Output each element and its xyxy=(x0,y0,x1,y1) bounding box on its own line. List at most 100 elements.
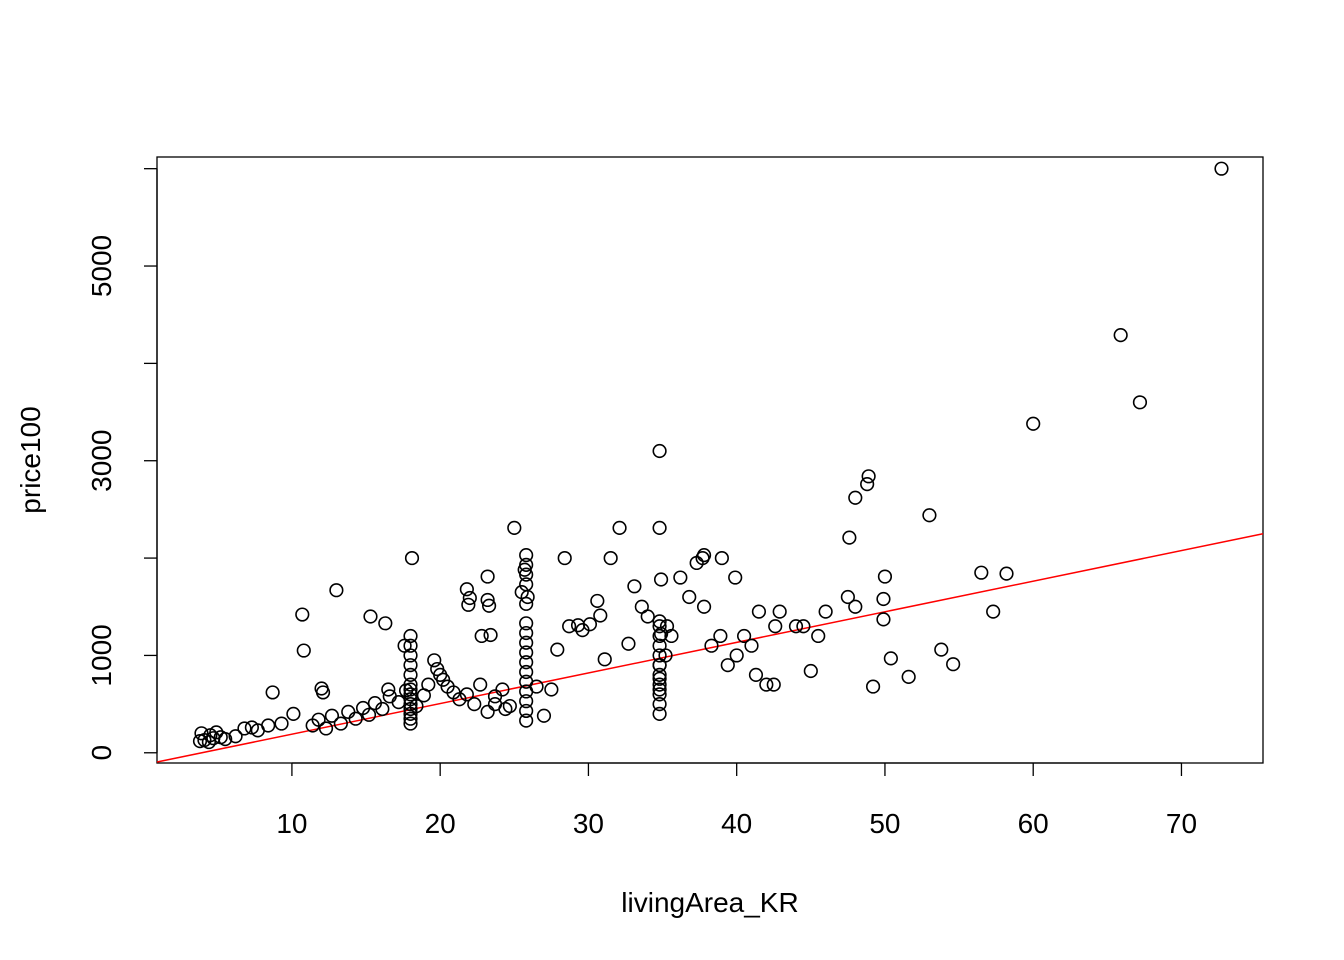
data-point xyxy=(934,642,949,657)
data-point xyxy=(640,609,655,624)
data-point xyxy=(714,550,729,566)
data-point xyxy=(403,677,418,692)
data-point xyxy=(1214,161,1229,176)
data-point xyxy=(363,609,378,624)
data-point xyxy=(652,667,667,682)
data-point xyxy=(237,721,252,736)
data-point xyxy=(720,658,735,673)
data-point xyxy=(704,638,719,653)
data-point xyxy=(473,677,488,692)
data-point xyxy=(557,550,572,566)
data-point xyxy=(228,729,243,744)
data-point xyxy=(603,550,618,566)
data-point xyxy=(459,582,474,597)
data-point xyxy=(744,638,759,653)
x-axis-label: livingArea_KR xyxy=(621,887,798,918)
data-point xyxy=(483,627,498,643)
x-tick-label: 10 xyxy=(276,808,307,839)
data-point xyxy=(861,469,876,484)
data-point xyxy=(517,562,532,577)
data-point xyxy=(877,569,893,584)
data-point xyxy=(311,712,326,727)
data-point xyxy=(974,565,989,580)
data-point xyxy=(796,619,811,634)
data-point xyxy=(461,597,476,612)
data-point xyxy=(748,667,764,682)
data-point xyxy=(452,692,467,707)
data-point xyxy=(627,579,642,594)
data-point xyxy=(218,732,233,747)
data-point xyxy=(652,619,667,634)
data-point xyxy=(696,548,712,563)
data-point xyxy=(507,520,522,536)
x-tick-label: 40 xyxy=(721,808,752,839)
data-point xyxy=(467,697,482,712)
data-point xyxy=(582,617,598,632)
data-point xyxy=(590,593,605,609)
fit-line xyxy=(156,533,1264,763)
data-point xyxy=(901,669,916,684)
data-point xyxy=(736,628,752,644)
data-point xyxy=(481,598,497,613)
data-point xyxy=(341,704,356,719)
data-point xyxy=(653,572,669,587)
data-point xyxy=(348,711,363,726)
data-point xyxy=(403,716,418,731)
data-point xyxy=(652,520,667,536)
data-point xyxy=(593,608,608,623)
data-point xyxy=(658,648,673,663)
data-point xyxy=(652,706,667,721)
data-point xyxy=(201,734,216,750)
data-point xyxy=(673,570,688,585)
data-point xyxy=(261,718,276,733)
data-point xyxy=(652,677,667,692)
y-axis-label: price100 xyxy=(15,406,46,513)
data-point xyxy=(333,716,348,731)
data-point xyxy=(876,612,891,627)
data-point xyxy=(409,698,424,714)
data-point xyxy=(696,599,712,614)
data-point xyxy=(474,628,489,644)
data-point xyxy=(519,703,534,719)
data-point xyxy=(1132,395,1148,410)
data-point xyxy=(462,590,477,606)
data-point xyxy=(381,682,396,697)
data-point xyxy=(495,682,510,697)
data-point xyxy=(811,628,826,644)
data-point xyxy=(403,638,418,653)
data-point xyxy=(295,607,310,622)
data-point xyxy=(403,687,418,702)
fit-layer xyxy=(156,533,1264,763)
data-point xyxy=(652,682,667,697)
y-tick-label: 3000 xyxy=(86,430,117,492)
data-point xyxy=(459,687,474,702)
data-point xyxy=(986,604,1001,619)
data-point xyxy=(265,685,280,700)
data-point xyxy=(519,635,534,650)
data-point xyxy=(652,671,667,686)
data-point xyxy=(842,530,857,545)
data-point xyxy=(536,708,552,723)
x-tick-label: 70 xyxy=(1166,808,1197,839)
data-point xyxy=(519,625,534,641)
data-point xyxy=(562,619,577,634)
data-point xyxy=(729,648,744,663)
data-point xyxy=(759,677,774,692)
y-tick-label: 5000 xyxy=(86,235,117,297)
data-point xyxy=(209,725,224,740)
data-point xyxy=(682,589,697,605)
data-point xyxy=(519,664,534,680)
data-point xyxy=(652,443,667,459)
y-tick-label: 0 xyxy=(86,745,117,761)
y-axis: 0 1000 3000 5000 xyxy=(86,168,158,761)
data-point xyxy=(529,679,544,694)
data-point xyxy=(652,648,667,663)
data-point xyxy=(788,619,804,634)
data-point xyxy=(403,697,418,712)
data-point xyxy=(329,583,344,598)
x-tick-label: 60 xyxy=(1018,808,1049,839)
data-point xyxy=(865,679,881,694)
data-point xyxy=(1113,328,1128,343)
data-point xyxy=(480,592,495,608)
data-point xyxy=(848,490,863,505)
